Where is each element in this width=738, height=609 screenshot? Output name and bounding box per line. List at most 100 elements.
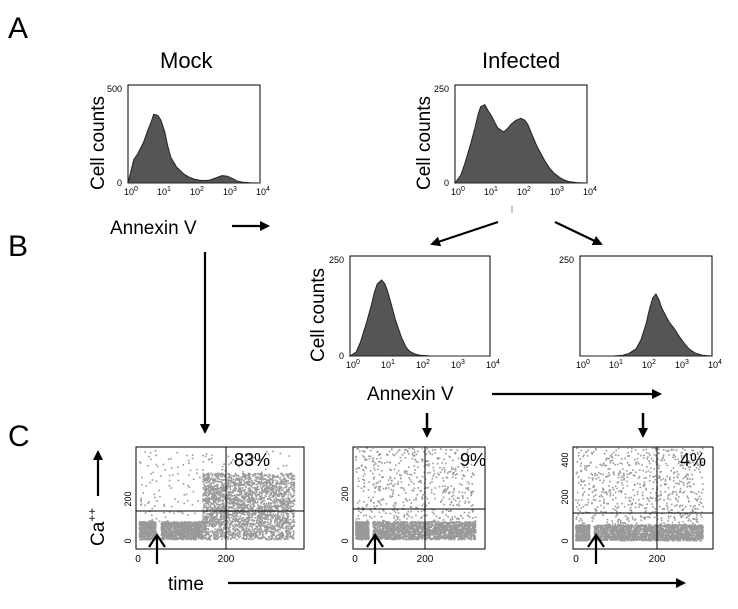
scatter-point — [221, 475, 223, 478]
scatter-point — [235, 520, 238, 522]
scatter-point — [240, 513, 243, 515]
scatter-point — [290, 509, 293, 511]
scatter-point — [221, 518, 224, 520]
scatter-point — [421, 538, 423, 540]
scatter-point — [286, 522, 288, 524]
scatter-point — [281, 495, 283, 497]
scatter-point — [205, 521, 207, 524]
scatter-point — [276, 517, 278, 519]
scatter-point — [196, 468, 198, 471]
scatter-point — [274, 506, 277, 509]
scatter-point — [276, 512, 279, 515]
scatter-point — [287, 474, 289, 477]
scatter-point — [206, 476, 209, 478]
caC-low-frame — [352, 446, 486, 550]
histB-low-ytick-min: 0 — [339, 351, 344, 361]
scatter-point — [292, 538, 295, 540]
scatter-point — [217, 537, 220, 539]
scatter-point — [259, 507, 262, 510]
scatter-point — [254, 509, 257, 511]
scatter-point — [276, 501, 279, 504]
scatter-point — [143, 536, 145, 538]
scatter-point — [166, 535, 168, 537]
scatter-point — [205, 481, 208, 484]
scatter-point — [272, 496, 274, 498]
scatter-point — [149, 452, 152, 454]
scatter-point — [257, 485, 259, 488]
scatter-point — [287, 525, 289, 528]
scatter-point — [245, 524, 247, 527]
scatter-point — [166, 522, 169, 525]
scatter-point — [241, 503, 243, 506]
scatter-point — [264, 481, 266, 483]
scatter-point — [367, 530, 369, 532]
scatter-point — [207, 534, 210, 536]
scatter-point — [282, 495, 284, 498]
scatter-point — [183, 536, 186, 538]
scatter-point — [202, 515, 204, 517]
scatter-point — [258, 483, 260, 485]
scatter-point — [205, 492, 207, 494]
scatter-point — [238, 530, 240, 532]
scatter-point — [170, 538, 172, 540]
scatter-point — [255, 535, 258, 537]
scatter-point — [358, 522, 361, 525]
scatter-point — [279, 452, 282, 455]
scatter-point — [261, 515, 263, 518]
scatter-point — [207, 459, 210, 461]
scatter-point — [213, 511, 216, 513]
scatter-point — [148, 455, 150, 458]
scatter-point — [274, 513, 277, 516]
scatter-point — [220, 518, 222, 520]
scatter-point — [360, 538, 363, 540]
scatter-point — [144, 451, 146, 453]
scatter-point — [171, 523, 174, 526]
scatter-point — [148, 532, 151, 535]
scatter-point — [279, 500, 281, 503]
scatter-point — [211, 496, 213, 498]
scatter-point — [258, 518, 261, 520]
scatter-point — [186, 499, 189, 502]
scatter-point — [260, 536, 262, 539]
scatter-point — [187, 525, 190, 527]
scatter-point — [243, 504, 245, 507]
scatter-point — [247, 523, 249, 526]
scatter-point — [235, 503, 238, 506]
scatter-point — [250, 496, 253, 499]
scatter-point — [267, 526, 269, 528]
scatter-point — [144, 534, 147, 536]
scatter-point — [290, 526, 292, 528]
scatter-point — [222, 515, 224, 518]
scatter-point — [248, 519, 250, 521]
scatter-point — [241, 517, 243, 520]
scatter-point — [249, 478, 251, 480]
histB-high-area — [580, 293, 713, 357]
scatter-point — [202, 536, 204, 538]
scatter-point — [180, 530, 183, 533]
scatter-point — [265, 480, 268, 482]
scatter-point — [252, 499, 255, 501]
scatter-point — [290, 508, 292, 510]
scatter-point — [203, 480, 206, 482]
scatter-point — [279, 505, 281, 507]
scatter-point — [219, 499, 221, 502]
scatter-point — [184, 536, 187, 539]
scatter-point — [264, 518, 266, 521]
scatter-point — [275, 492, 277, 494]
scatter-point — [293, 481, 295, 484]
scatter-point — [185, 522, 188, 525]
scatter-point — [241, 526, 243, 529]
scatter-point — [213, 497, 215, 499]
scatter-point — [170, 527, 173, 529]
scatter-point — [265, 468, 267, 471]
scatter-point — [175, 533, 177, 535]
scatter-point — [264, 522, 266, 524]
scatter-point — [246, 494, 248, 497]
scatter-point — [186, 529, 189, 532]
scatter-point — [219, 504, 222, 507]
scatter-point — [219, 516, 222, 519]
scatter-point — [291, 535, 294, 538]
scatter-point — [276, 486, 279, 488]
scatter-point — [230, 461, 233, 463]
scatter-point — [201, 537, 204, 539]
